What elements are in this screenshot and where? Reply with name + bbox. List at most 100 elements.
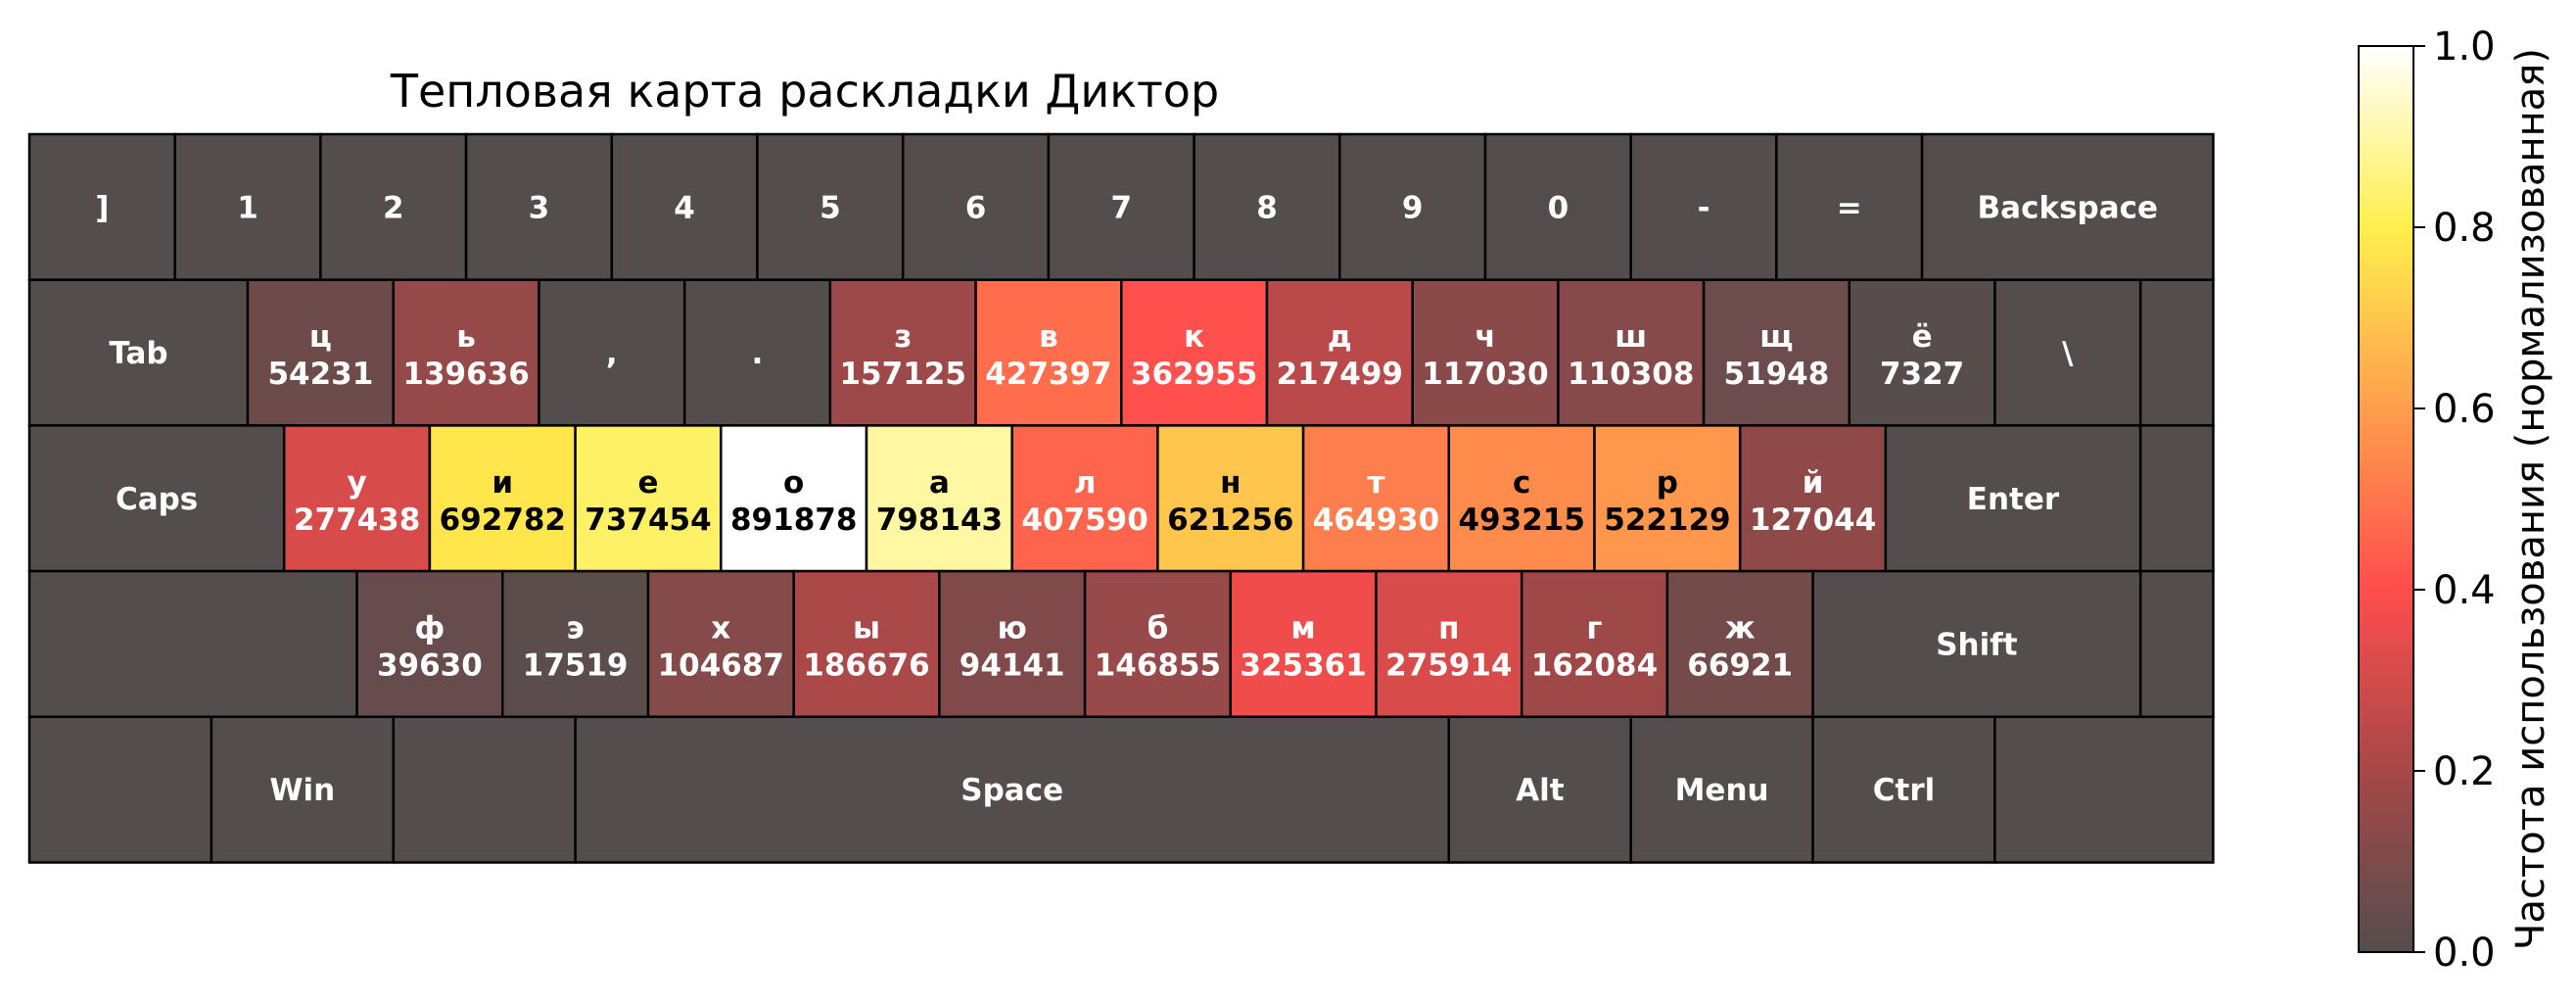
key-label: . (752, 336, 764, 371)
key-cell (756, 132, 905, 281)
key-cell (1301, 424, 1451, 573)
key-cell (1557, 278, 1706, 427)
key-cell (210, 715, 396, 864)
key-count-label: 139636 (402, 357, 529, 392)
key-count-label: 66921 (1687, 647, 1793, 683)
key-label: а (929, 465, 950, 501)
key-cell (1083, 569, 1233, 719)
key: 5 (756, 132, 905, 281)
key-label: э (566, 610, 584, 646)
key: Win (210, 715, 396, 864)
key-count-label: 464930 (1313, 502, 1439, 538)
key (2138, 278, 2215, 427)
key: Space (574, 715, 1451, 864)
key-cell (1229, 569, 1378, 719)
key-cell (27, 715, 213, 864)
key-cell (1811, 715, 1996, 864)
key (392, 715, 577, 864)
key-cell (1738, 424, 1888, 573)
key: Caps (27, 424, 286, 573)
key: 7 (1047, 132, 1195, 281)
key-cell (1520, 569, 1669, 719)
key-count-label: 117030 (1422, 357, 1548, 392)
key-cell (1993, 715, 2215, 864)
key-count-label: 325361 (1240, 647, 1366, 683)
key-label: щ (1759, 319, 1793, 355)
key-label: Shift (1936, 627, 2018, 662)
key-cell (27, 132, 176, 281)
key-label: ю (998, 610, 1027, 646)
key: Backspace (1920, 132, 2215, 281)
key-label: 5 (820, 190, 841, 225)
key-label: т (1368, 465, 1385, 501)
key-cell (27, 424, 286, 573)
key-label: ь (456, 319, 476, 355)
colorbar-ticks: 0.0 0.2 0.4 0.6 0.8 1.0 (2413, 24, 2496, 976)
key-label: н (1220, 465, 1241, 501)
key-count-label: 7327 (1880, 357, 1964, 392)
key-label: д (1328, 319, 1352, 355)
key-count-label: 110308 (1568, 357, 1694, 392)
key-label: 3 (529, 190, 550, 225)
key-cell (2138, 424, 2215, 573)
key-cell (1047, 132, 1195, 281)
key: 3 (464, 132, 614, 281)
key-count-label: 54231 (267, 357, 373, 392)
key-label: и (492, 465, 513, 501)
key-count-label: 407590 (1021, 502, 1147, 538)
key: Alt (1447, 715, 1632, 864)
key-label: = (1837, 190, 1862, 225)
key-count-label: 217499 (1277, 357, 1403, 392)
key-label: о (783, 465, 804, 501)
key-label: Caps (116, 482, 198, 517)
key-cell (2138, 569, 2215, 719)
key-cell (501, 569, 650, 719)
key-label: Win (269, 773, 335, 808)
key-label: р (1657, 465, 1678, 501)
key-label: ц (309, 319, 332, 355)
colorbar-tick-label: 0.2 (2433, 749, 2496, 794)
key-count-label: 127044 (1750, 502, 1876, 538)
key-cell (1120, 278, 1269, 427)
key-count-label: 17519 (523, 647, 629, 683)
key (27, 715, 213, 864)
key-cell (1593, 424, 1742, 573)
key (2138, 569, 2215, 719)
key-cell (1993, 278, 2142, 427)
key-label: Menu (1675, 773, 1769, 808)
key-count-label: 621256 (1167, 502, 1293, 538)
key: 0 (1483, 132, 1632, 281)
key-cell (1375, 569, 1523, 719)
key-cell (392, 278, 540, 427)
key-label: ж (1725, 610, 1756, 646)
key-label: 9 (1402, 190, 1424, 225)
colorbar-tick-label: 0.4 (2433, 568, 2496, 613)
key-count-label: 146855 (1095, 647, 1221, 683)
key-label: г (1586, 610, 1602, 646)
key-count-label: 692782 (440, 502, 566, 538)
key-label: м (1290, 610, 1315, 646)
key-label: в (1039, 319, 1058, 355)
key-label: Space (960, 773, 1063, 808)
key-cell (2138, 278, 2215, 427)
key-cell (1665, 569, 1814, 719)
key-label: Backspace (1978, 190, 2159, 225)
key: 1 (173, 132, 322, 281)
